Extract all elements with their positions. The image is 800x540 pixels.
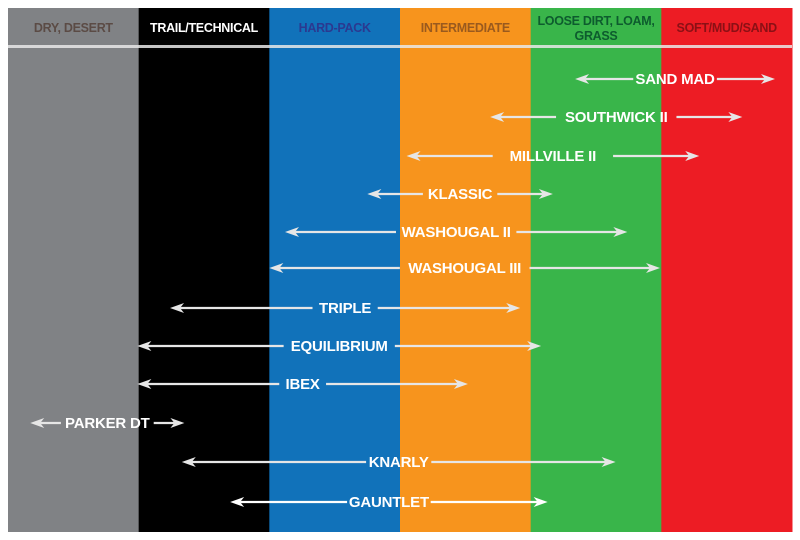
tire-range-washougal-iii: WASHOUGAL III <box>269 260 661 277</box>
tire-range-gauntlet: GAUNTLET <box>230 494 548 511</box>
terrain-column <box>661 8 793 532</box>
terrain-column <box>400 8 532 532</box>
arrow-right-icon <box>761 74 776 84</box>
tire-range-southwick-ii: SOUTHWICK II <box>490 109 743 126</box>
tire-range-ibex: IBEX <box>137 376 468 393</box>
header-divider <box>8 45 792 48</box>
arrow-left-icon <box>137 379 152 389</box>
column-header: INTERMEDIATE <box>421 21 510 35</box>
arrow-left-icon <box>285 227 300 237</box>
tire-label: EQUILIBRIUM <box>291 338 388 355</box>
arrow-left-icon <box>575 74 590 84</box>
terrain-column <box>530 8 662 532</box>
arrow-left-icon <box>269 263 284 273</box>
tire-range-parker-dt: PARKER DT <box>30 415 185 432</box>
tire-range-sand-mad: SAND MAD <box>575 71 776 88</box>
terrain-column <box>8 8 140 532</box>
arrow-left-icon <box>230 497 245 507</box>
terrain-column <box>138 8 270 532</box>
arrow-right-icon <box>533 497 548 507</box>
tire-label: KNARLY <box>369 454 429 471</box>
column-header: HARD-PACK <box>299 21 371 35</box>
terrain-column <box>269 8 401 532</box>
arrow-right-icon <box>538 189 553 199</box>
tire-label: MILLVILLE II <box>510 148 597 165</box>
arrow-right-icon <box>646 263 661 273</box>
tire-label: TRIPLE <box>319 300 371 317</box>
arrow-right-icon <box>601 457 616 467</box>
tire-label: SOUTHWICK II <box>565 109 668 126</box>
column-header: SOFT/MUD/SAND <box>677 21 778 35</box>
tire-label: GAUNTLET <box>349 494 429 511</box>
arrow-right-icon <box>170 418 185 428</box>
arrow-left-icon <box>137 341 152 351</box>
arrow-left-icon <box>367 189 382 199</box>
arrow-left-icon <box>490 112 505 122</box>
tire-range-washougal-ii: WASHOUGAL II <box>285 224 628 241</box>
tire-label: IBEX <box>286 376 320 393</box>
arrow-left-icon <box>181 457 196 467</box>
column-header: TRAIL/TECHNICAL <box>150 21 259 35</box>
arrow-left-icon <box>170 303 185 313</box>
tire-range-millville-ii: MILLVILLE II <box>406 148 700 165</box>
tire-label: WASHOUGAL III <box>408 260 521 277</box>
tire-range-knarly: KNARLY <box>181 454 616 471</box>
arrow-right-icon <box>527 341 542 351</box>
tire-label: PARKER DT <box>65 415 150 432</box>
arrow-right-icon <box>728 112 743 122</box>
tire-label: KLASSIC <box>428 186 493 203</box>
arrow-right-icon <box>453 379 468 389</box>
arrow-left-icon <box>30 418 45 428</box>
tire-label: WASHOUGAL II <box>402 224 511 241</box>
column-header: DRY, DESERT <box>34 21 114 35</box>
arrow-right-icon <box>685 151 700 161</box>
arrow-right-icon <box>506 303 521 313</box>
tire-range-klassic: KLASSIC <box>367 186 553 203</box>
arrow-left-icon <box>406 151 421 161</box>
tire-range-equilibrium: EQUILIBRIUM <box>137 338 542 355</box>
arrow-right-icon <box>613 227 628 237</box>
tire-label: SAND MAD <box>635 71 715 88</box>
tire-range-triple: TRIPLE <box>170 300 521 317</box>
column-header: LOOSE DIRT, LOAM, GRASS <box>537 14 654 43</box>
